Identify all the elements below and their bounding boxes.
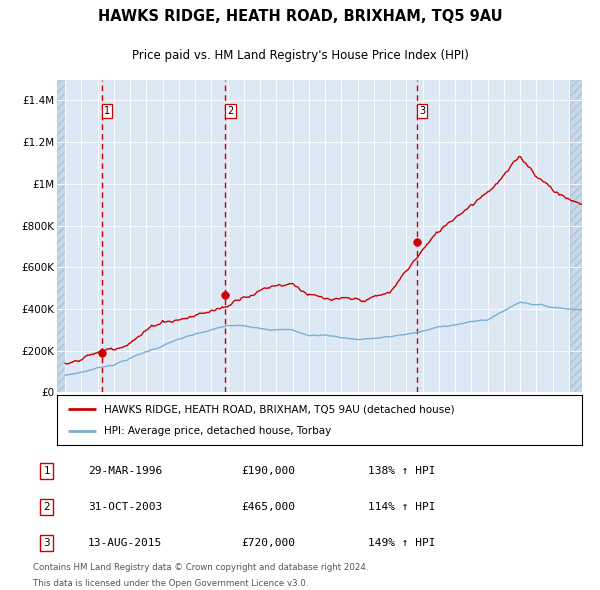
Text: £190,000: £190,000 xyxy=(242,466,296,476)
Text: 31-OCT-2003: 31-OCT-2003 xyxy=(88,502,162,512)
Text: 13-AUG-2015: 13-AUG-2015 xyxy=(88,538,162,548)
Text: 3: 3 xyxy=(43,538,50,548)
Text: 2: 2 xyxy=(227,106,233,116)
Bar xyxy=(57,80,65,392)
Text: 138% ↑ HPI: 138% ↑ HPI xyxy=(368,466,436,476)
Text: 149% ↑ HPI: 149% ↑ HPI xyxy=(368,538,436,548)
Text: 3: 3 xyxy=(419,106,425,116)
Text: 1: 1 xyxy=(104,106,110,116)
Text: £465,000: £465,000 xyxy=(242,502,296,512)
Text: HAWKS RIDGE, HEATH ROAD, BRIXHAM, TQ5 9AU: HAWKS RIDGE, HEATH ROAD, BRIXHAM, TQ5 9A… xyxy=(98,9,502,24)
Text: £720,000: £720,000 xyxy=(242,538,296,548)
Text: 2: 2 xyxy=(43,502,50,512)
Text: 114% ↑ HPI: 114% ↑ HPI xyxy=(368,502,436,512)
Text: 1: 1 xyxy=(43,466,50,476)
Point xyxy=(97,348,106,358)
Bar xyxy=(570,80,582,392)
Text: Contains HM Land Registry data © Crown copyright and database right 2024.: Contains HM Land Registry data © Crown c… xyxy=(33,563,368,572)
Text: HAWKS RIDGE, HEATH ROAD, BRIXHAM, TQ5 9AU (detached house): HAWKS RIDGE, HEATH ROAD, BRIXHAM, TQ5 9A… xyxy=(104,404,455,414)
Point xyxy=(220,291,230,300)
Text: Price paid vs. HM Land Registry's House Price Index (HPI): Price paid vs. HM Land Registry's House … xyxy=(131,49,469,62)
Text: HPI: Average price, detached house, Torbay: HPI: Average price, detached house, Torb… xyxy=(104,427,331,437)
Point xyxy=(412,238,421,247)
Text: This data is licensed under the Open Government Licence v3.0.: This data is licensed under the Open Gov… xyxy=(33,579,308,588)
Text: 29-MAR-1996: 29-MAR-1996 xyxy=(88,466,162,476)
